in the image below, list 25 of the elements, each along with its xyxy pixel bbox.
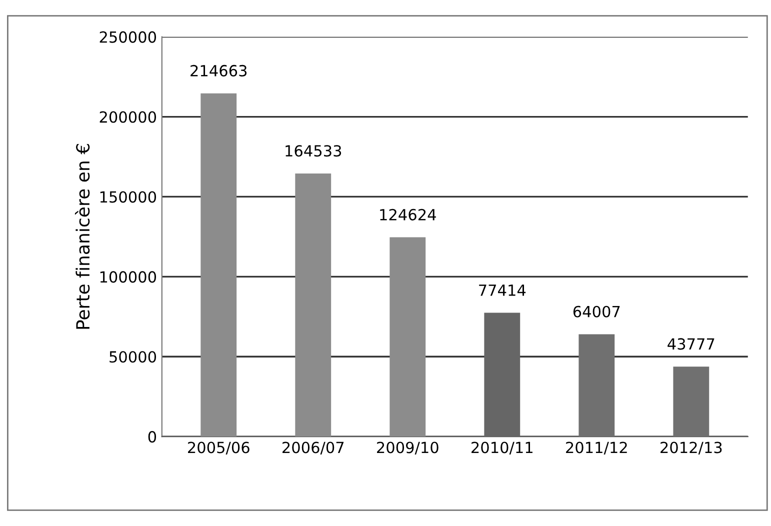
data-label: 64007 — [573, 306, 620, 318]
y-tick-label: 50000 — [110, 351, 156, 363]
bar — [200, 93, 237, 437]
x-tick-label: 2009/10 — [377, 442, 438, 454]
y-tick-label: 150000 — [100, 191, 156, 203]
y-tick-label: 250000 — [100, 31, 156, 43]
x-tick-label: 2006/07 — [282, 442, 344, 454]
x-tick-label: 2010/11 — [472, 442, 532, 454]
x-tick-label: 2005/06 — [188, 442, 250, 454]
y-tick-label: 0 — [148, 431, 156, 443]
data-label: 214663 — [190, 64, 247, 76]
x-tick-label: 2012/13 — [660, 442, 722, 454]
x-tick-label: 2011/12 — [566, 442, 627, 454]
bar — [578, 334, 615, 437]
data-label: 43777 — [668, 338, 714, 350]
y-tick-label: 200000 — [100, 111, 156, 123]
bar — [484, 312, 520, 437]
data-label: 77414 — [479, 284, 526, 296]
bar — [390, 237, 426, 437]
data-label: 124624 — [380, 208, 436, 220]
y-axis-title: Perte finanicère en € — [74, 144, 90, 329]
bar — [295, 173, 332, 437]
y-tick-label: 100000 — [100, 271, 156, 283]
bar — [673, 366, 710, 437]
data-label: 164533 — [286, 145, 342, 157]
